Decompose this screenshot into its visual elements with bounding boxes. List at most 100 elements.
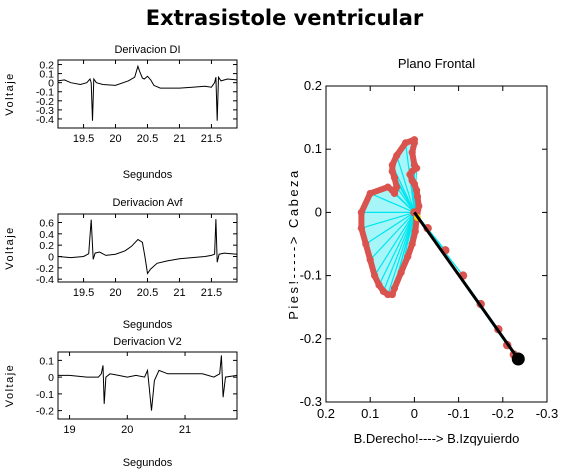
vector-spoke — [374, 212, 415, 276]
x-tick-label: 21.5 — [201, 133, 222, 145]
mean-axis-vector-head — [511, 352, 525, 366]
loop-point — [388, 167, 396, 175]
loop-point — [390, 284, 399, 292]
vector-spoke — [387, 212, 415, 295]
y-tick-label: -0.1 — [300, 268, 322, 283]
y-tick-label: -0.1 — [36, 87, 54, 99]
plot-area — [58, 219, 237, 275]
y-tick-label: 0.4 — [39, 229, 54, 241]
x-axis-label: Segundos — [123, 169, 173, 181]
plot-frame — [57, 351, 238, 420]
y-tick-label: -0.2 — [36, 96, 54, 108]
panel-title: Derivacion DI — [114, 44, 180, 56]
x-axis-label: Segundos — [123, 457, 173, 469]
y-tick-label: 0 — [315, 204, 322, 219]
x-tick-label: 20.5 — [137, 133, 158, 145]
y-tick-label: 0 — [48, 252, 54, 264]
y-tick-label: 0 — [48, 78, 54, 90]
y-tick-label: -0.4 — [36, 114, 54, 126]
x-tick-label: 20 — [109, 133, 121, 145]
panel-title: Derivacion Avf — [112, 197, 183, 209]
plot-frame — [57, 59, 238, 129]
y-axis-label: Voltaje — [4, 364, 16, 408]
loop-point — [415, 202, 423, 210]
x-tick-label: 21 — [173, 133, 185, 145]
y-axis-label: Pies!-----> Cabeza — [286, 168, 301, 320]
loop-point — [408, 240, 416, 248]
x-tick-label: 19.5 — [73, 133, 94, 145]
ecg-trace — [58, 355, 237, 411]
x-tick-label: 20 — [121, 424, 133, 436]
loop-point — [408, 177, 416, 185]
loop-point — [362, 240, 370, 248]
x-tick-label: 0.1 — [361, 406, 379, 421]
y-tick-label: 0.1 — [39, 355, 54, 367]
loop-point — [390, 174, 399, 182]
loop-point — [357, 208, 365, 216]
y-tick-label: -0.2 — [36, 406, 54, 418]
vector-spoke — [396, 155, 415, 213]
x-tick-label: -0.2 — [492, 406, 514, 421]
loop-point — [404, 253, 412, 261]
plot-frame — [325, 85, 548, 403]
ecg-trace — [58, 219, 237, 275]
x-tick-label: 20 — [109, 287, 121, 299]
loop-point — [393, 151, 401, 160]
vector-spoke — [396, 186, 415, 213]
x-tick-label: 19 — [63, 424, 75, 436]
plot-area — [58, 355, 237, 411]
loop-point — [410, 136, 418, 144]
vector-spoke — [361, 211, 415, 229]
y-tick-label: -0.1 — [36, 389, 54, 401]
plot-area — [58, 64, 237, 121]
vector-spoke — [369, 211, 415, 261]
y-axis-label: Voltaje — [4, 226, 16, 270]
vector-spoke — [369, 192, 415, 213]
x-tick-label: 21 — [179, 424, 191, 436]
loop-point — [411, 227, 419, 235]
y-tick-label: 0.2 — [39, 60, 54, 72]
loop-point — [413, 193, 422, 201]
loop-point — [384, 183, 392, 191]
x-axis-label: Segundos — [123, 319, 173, 331]
y-axis-label: Voltaje — [4, 72, 16, 116]
y-tick-label: -0.2 — [36, 263, 54, 275]
loop-point — [388, 161, 396, 169]
loop-point — [413, 186, 421, 194]
x-tick-label: 21 — [173, 287, 185, 299]
x-tick-label: -0.3 — [536, 406, 558, 421]
y-tick-label: -0.3 — [36, 105, 54, 117]
loop-point — [408, 148, 416, 156]
plot-area — [357, 136, 525, 366]
x-tick-label: 20.5 — [137, 287, 158, 299]
y-tick-label: -0.3 — [300, 394, 322, 409]
x-tick-label: 0 — [411, 406, 418, 421]
mean-axis-vector — [413, 211, 520, 360]
vector-spoke — [382, 212, 415, 292]
loop-point — [366, 256, 374, 264]
y-tick-label: -0.4 — [36, 274, 54, 286]
vector-spoke — [378, 212, 415, 286]
panel-title: Derivacion V2 — [113, 336, 181, 348]
ecg-trace — [58, 64, 237, 121]
page-title: Extrasistole ventricular — [145, 6, 424, 30]
panel-title: Plano Frontal — [398, 56, 475, 71]
x-tick-label: 19.5 — [73, 287, 94, 299]
y-tick-label: 0.1 — [39, 69, 54, 81]
y-tick-label: 0.2 — [304, 78, 322, 93]
y-tick-label: 0 — [48, 372, 54, 384]
loop-point — [401, 139, 410, 147]
loop-point — [357, 224, 365, 232]
x-axis-label: B.Derecho!----> B.Izqyuierdo — [354, 431, 520, 446]
loop-point — [397, 268, 405, 277]
x-tick-label: 0.2 — [317, 406, 335, 421]
loop-point — [366, 189, 374, 198]
loop-point — [375, 281, 383, 289]
loop-point — [388, 290, 396, 299]
y-tick-label: 0.1 — [304, 141, 322, 156]
x-tick-label: -0.1 — [447, 406, 469, 421]
loop-point — [371, 272, 379, 280]
vector-spoke — [365, 211, 415, 245]
x-tick-label: 21.5 — [201, 287, 222, 299]
